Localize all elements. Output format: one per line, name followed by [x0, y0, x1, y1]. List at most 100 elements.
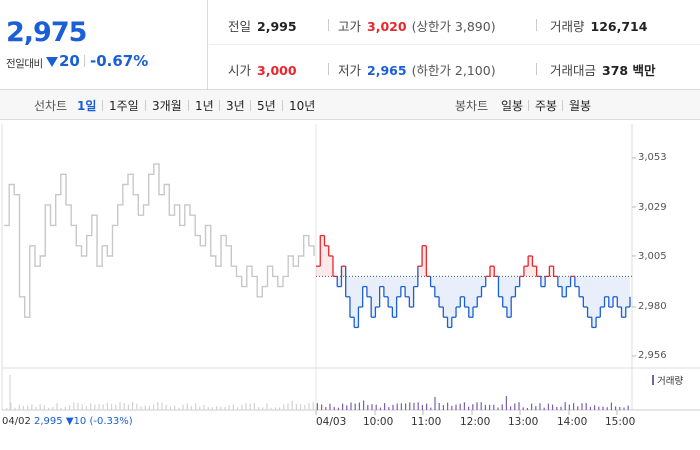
y-tick: 3,029: [638, 202, 667, 213]
volume-bar: [195, 403, 197, 410]
volume-bar: [308, 403, 310, 410]
area-fill: [451, 276, 457, 318]
volume-bar: [94, 404, 96, 410]
volume-bar: [266, 403, 268, 410]
divider: [209, 44, 700, 45]
tab-10year[interactable]: 10년: [289, 99, 316, 113]
volume-bar: [379, 407, 381, 410]
tab-1day[interactable]: 1일: [77, 99, 97, 113]
volume-bar: [161, 402, 163, 410]
volume-bar: [241, 404, 243, 410]
area-fill: [532, 266, 537, 277]
area-fill: [596, 276, 601, 318]
x-tick: 04/03: [316, 416, 347, 428]
volume-bar: [619, 407, 621, 410]
area-fill: [579, 276, 584, 297]
area-fill: [600, 276, 605, 308]
volume-bar: [371, 404, 373, 410]
tab-daily-candle[interactable]: 일봉: [501, 99, 524, 113]
area-fill: [379, 276, 384, 287]
x-tick: 11:00: [411, 416, 442, 428]
volume-bar: [106, 402, 108, 410]
volume-bar: [182, 404, 184, 410]
volume-bar: [367, 404, 369, 410]
volume-bar: [354, 403, 356, 410]
area-fill: [460, 276, 465, 297]
divider: [188, 100, 189, 111]
stat-open-value: 3,000: [257, 63, 297, 78]
volume-bar: [186, 403, 188, 410]
volume-bar: [190, 406, 192, 410]
tab-weekly-candle[interactable]: 주봉: [535, 99, 558, 113]
current-price: 2,975: [6, 17, 87, 48]
stat-prev: 전일 2,995: [228, 16, 297, 35]
volume-bar: [300, 404, 302, 410]
volume-bar: [438, 402, 440, 410]
volume-bar: [518, 402, 520, 410]
area-fill: [591, 276, 597, 328]
volume-bar: [295, 403, 297, 410]
volume-bar: [560, 406, 562, 410]
tab-5year[interactable]: 5년: [257, 99, 276, 113]
volume-bar: [321, 404, 323, 410]
volume-bar: [27, 405, 29, 410]
tab-1week[interactable]: 1주일: [109, 99, 139, 113]
stat-upper-limit: (상한가 3,890): [411, 19, 496, 34]
volume-bar: [627, 405, 629, 410]
stock-summary: 2,975 전일대비 20 -0.67% 전일 2,995 고가 3,020 (상한가…: [0, 0, 700, 90]
volume-bar: [169, 406, 171, 410]
volume-bar: [325, 407, 327, 410]
volume-bar: [623, 407, 625, 410]
area-fill: [409, 276, 414, 308]
area-fill: [498, 276, 503, 297]
volume-bar: [249, 403, 251, 410]
volume-bar: [73, 402, 75, 410]
x-tick: 13:00: [508, 416, 539, 428]
area-fill: [502, 276, 507, 308]
area-fill: [320, 235, 325, 277]
volume-bar: [22, 405, 24, 410]
area-fill: [422, 245, 427, 277]
volume-bar: [484, 404, 486, 410]
area-fill: [566, 276, 571, 287]
tab-1year[interactable]: 1년: [195, 99, 214, 113]
area-fill: [473, 276, 478, 308]
volume-bar: [489, 404, 491, 410]
area-fill: [362, 276, 367, 287]
volume-bar: [442, 405, 444, 410]
volume-bar: [556, 406, 558, 410]
area-fill: [430, 276, 435, 287]
volume-bar: [459, 403, 461, 410]
volume-bar: [174, 405, 176, 410]
stat-prev-label: 전일: [228, 19, 252, 34]
y-tick: 3,053: [638, 152, 667, 163]
volume-bar: [480, 402, 482, 410]
area-fill: [447, 276, 452, 328]
area-fill: [366, 276, 372, 297]
volume-bar: [497, 407, 499, 410]
stat-low-value: 2,965: [367, 63, 407, 78]
area-fill: [468, 276, 473, 318]
tab-3year[interactable]: 3년: [226, 99, 245, 113]
tab-3month[interactable]: 3개월: [152, 99, 182, 113]
volume-bar: [409, 402, 411, 410]
volume-bar: [232, 404, 234, 410]
divider: [250, 100, 251, 111]
area-fill: [587, 276, 592, 318]
volume-bar: [455, 404, 457, 410]
volume-bar: [451, 405, 453, 410]
volume-legend: 거래량: [652, 373, 683, 387]
volume-bar: [350, 402, 352, 410]
x-tick: 14:00: [557, 416, 588, 428]
volume-bar: [31, 404, 33, 410]
volume-bar: [581, 403, 583, 410]
volume-bar: [501, 404, 503, 410]
volume-bar: [493, 404, 495, 410]
area-fill: [617, 276, 622, 308]
chart-period-tabs: 선차트 1일 1주일 3개월 1년 3년 5년 10년 봉차트 일봉 주봉 월봉: [0, 90, 700, 120]
volume-bar: [606, 407, 608, 410]
tab-monthly-candle[interactable]: 월봉: [569, 99, 592, 113]
volume-bar: [615, 406, 617, 410]
volume-bar: [258, 406, 260, 410]
area-fill: [621, 276, 626, 318]
